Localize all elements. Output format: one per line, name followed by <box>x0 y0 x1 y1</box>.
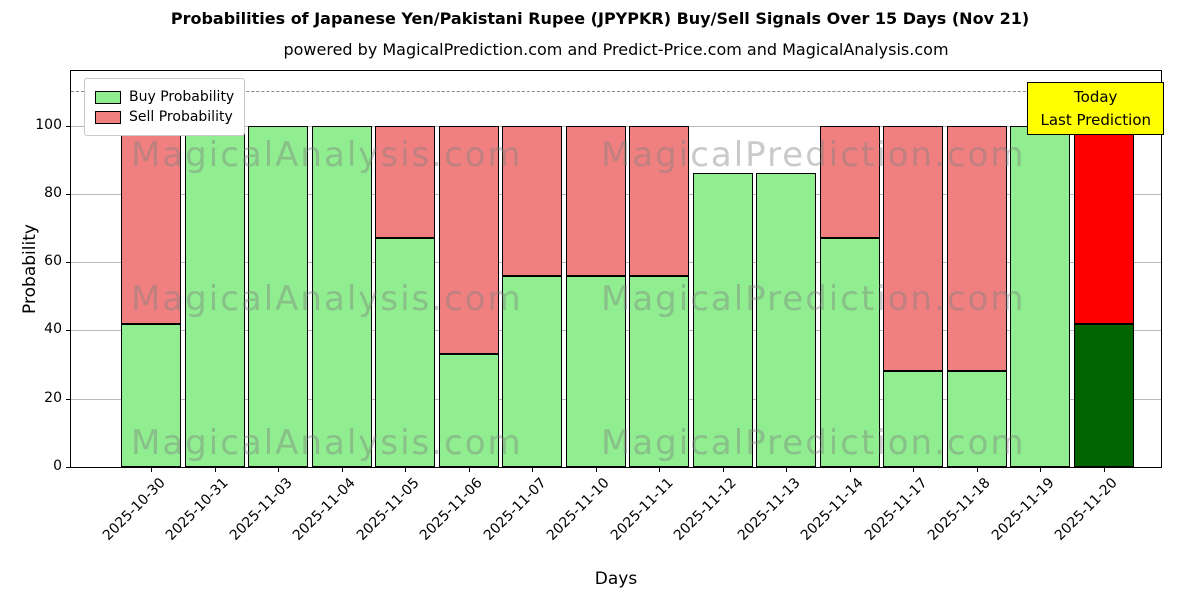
x-tick-label: 2025-11-05 <box>353 475 423 544</box>
x-tick-label: 2025-11-10 <box>543 475 613 544</box>
bar-buy-segment <box>248 125 308 467</box>
legend: Buy Probability Sell Probability <box>84 78 246 136</box>
sell-probability-swatch <box>95 110 121 124</box>
bar-sell-segment <box>121 125 181 324</box>
plot-area: Buy Probability Sell Probability Today L… <box>70 70 1164 468</box>
bar-buy-segment <box>692 173 753 467</box>
watermark-prediction: MagicalPrediction.com <box>601 135 1026 175</box>
x-tick-mark <box>1040 468 1041 472</box>
watermark-analysis: MagicalAnalysis.com <box>131 135 523 175</box>
y-tick-mark <box>66 398 70 400</box>
x-tick-mark <box>1103 468 1105 472</box>
x-tick-label: 2025-11-19 <box>988 475 1058 544</box>
bar-buy-segment <box>819 238 880 467</box>
today-annotation-line1: Today <box>1074 88 1118 106</box>
bar-buy-segment <box>121 323 181 467</box>
chart-subtitle: powered by MagicalPrediction.com and Pre… <box>283 40 949 59</box>
x-tick-mark <box>532 468 533 472</box>
x-tick-mark <box>341 468 343 472</box>
watermark-prediction: MagicalPrediction.com <box>601 423 1026 463</box>
x-tick-label: 2025-10-30 <box>99 475 169 544</box>
watermark-prediction: MagicalPrediction.com <box>601 279 1026 319</box>
x-tick-mark <box>659 468 660 472</box>
x-tick-mark <box>468 468 470 472</box>
y-tick-label: 40 <box>44 321 62 338</box>
y-tick-label: 0 <box>53 458 62 474</box>
x-tick-mark <box>405 468 406 472</box>
watermark-analysis: MagicalAnalysis.com <box>131 423 523 463</box>
x-tick-label: 2025-11-18 <box>924 475 994 544</box>
x-tick-mark <box>786 468 787 472</box>
today-annotation: Today Last Prediction <box>1027 82 1164 135</box>
x-tick-mark <box>722 468 724 472</box>
bar-buy-segment <box>1073 323 1134 467</box>
x-tick-label: 2025-11-06 <box>416 475 486 544</box>
x-tick-mark <box>595 468 597 472</box>
bar-buy-segment <box>502 275 562 467</box>
x-tick-label: 2025-11-13 <box>734 475 804 544</box>
y-tick-mark <box>66 125 70 127</box>
bar-buy-segment <box>1010 125 1070 467</box>
x-tick-mark <box>849 468 851 472</box>
y-tick-mark <box>66 193 70 195</box>
bar-sell-segment <box>438 125 499 355</box>
x-tick-label: 2025-11-14 <box>797 475 867 544</box>
y-tick-label: 80 <box>44 184 62 201</box>
bar-buy-segment <box>756 173 816 467</box>
sell-probability-label: Sell Probability <box>129 109 233 125</box>
x-tick-label: 2025-11-04 <box>289 475 359 544</box>
bar-sell-segment <box>819 125 880 239</box>
bar-buy-segment <box>946 371 1007 467</box>
bar-buy-segment <box>629 275 689 467</box>
x-tick-mark <box>976 468 978 472</box>
x-tick-label: 2025-11-20 <box>1051 475 1121 544</box>
today-annotation-line2: Last Prediction <box>1040 110 1151 129</box>
bar-buy-segment <box>438 354 499 467</box>
bar-sell-segment <box>629 125 689 276</box>
x-axis-label: Days <box>594 569 638 589</box>
legend-item-buy: Buy Probability <box>95 89 234 105</box>
dashed-threshold-line <box>71 91 1161 93</box>
watermark-analysis: MagicalAnalysis.com <box>131 279 523 319</box>
y-tick-mark <box>66 467 70 468</box>
y-tick-label: 100 <box>35 116 62 133</box>
bar-buy-segment <box>311 125 372 467</box>
y-tick-mark <box>66 330 70 332</box>
x-tick-mark <box>151 468 152 472</box>
bar-sell-segment <box>565 125 626 276</box>
bar-sell-segment <box>375 125 435 239</box>
legend-item-sell: Sell Probability <box>95 109 234 125</box>
y-tick-label: 20 <box>44 389 62 406</box>
x-tick-label: 2025-11-12 <box>670 475 740 544</box>
x-tick-label: 2025-10-31 <box>162 475 232 544</box>
bar-sell-segment <box>946 125 1007 372</box>
bar-sell-segment <box>1073 125 1134 324</box>
x-tick-mark <box>913 468 914 472</box>
x-tick-label: 2025-11-07 <box>480 475 550 544</box>
x-tick-label: 2025-11-17 <box>861 475 931 544</box>
x-tick-mark <box>214 468 216 472</box>
x-tick-label: 2025-11-03 <box>226 475 296 544</box>
buy-probability-swatch <box>95 90 121 104</box>
chart-title: Probabilities of Japanese Yen/Pakistani … <box>170 9 1030 28</box>
y-tick-mark <box>66 262 70 264</box>
buy-probability-label: Buy Probability <box>129 89 235 105</box>
bar-sell-segment <box>883 125 943 372</box>
bar-buy-segment <box>565 275 626 467</box>
x-tick-mark <box>278 468 279 472</box>
bar-sell-segment <box>502 125 562 276</box>
bar-buy-segment <box>375 238 435 467</box>
bar-buy-segment <box>883 371 943 467</box>
y-tick-label: 60 <box>44 253 62 270</box>
x-tick-label: 2025-11-11 <box>607 475 677 544</box>
